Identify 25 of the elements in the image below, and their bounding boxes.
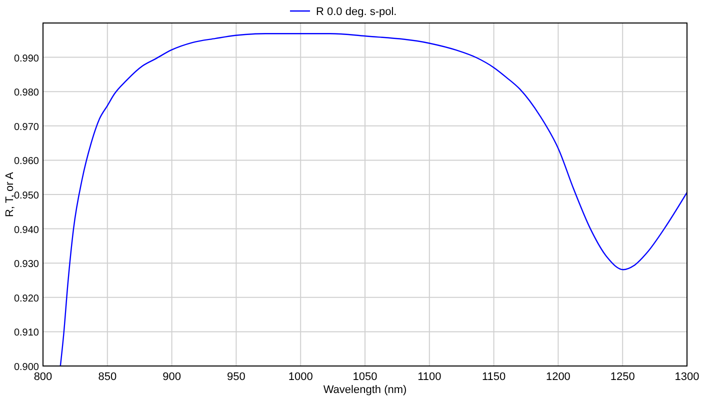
x-tick-label: 1050 (352, 371, 378, 383)
y-tick-label: 0.900 (14, 362, 40, 373)
y-tick-label: 0.940 (14, 224, 40, 236)
x-tick-label: 1250 (610, 371, 635, 383)
y-tick-label: 0.950 (14, 190, 40, 202)
x-tick-label: 800 (34, 371, 52, 383)
y-tick-label: 0.960 (14, 156, 40, 168)
x-tick-label: 1000 (288, 371, 313, 383)
y-tick-label: 0.980 (14, 88, 40, 99)
x-tick-label: 1150 (482, 371, 506, 383)
x-tick-label: 950 (227, 371, 246, 383)
legend-label: R 0.0 deg. s-pol. (316, 6, 397, 18)
y-axis-title: R, T, or A (4, 171, 16, 218)
y-tick-label: 0.970 (14, 122, 40, 133)
x-tick-label: 900 (162, 371, 181, 383)
x-tick-label: 850 (98, 371, 117, 383)
x-tick-label: 1100 (418, 371, 442, 383)
x-tick-label: 1300 (674, 371, 700, 383)
y-tick-label: 0.990 (14, 53, 40, 64)
x-tick-label: 1200 (546, 371, 570, 383)
y-tick-label: 0.920 (14, 293, 40, 304)
y-tick-label: 0.930 (14, 259, 40, 270)
y-tick-label: 0.910 (14, 328, 40, 339)
line-series (60, 33, 687, 366)
x-axis-title: Wavelength (nm) (323, 384, 407, 396)
